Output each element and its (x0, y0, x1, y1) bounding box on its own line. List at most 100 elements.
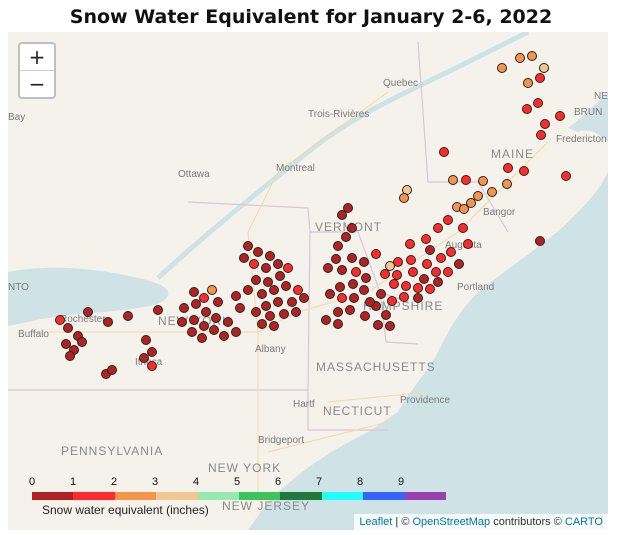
station-marker[interactable] (448, 175, 458, 185)
station-marker[interactable] (187, 327, 197, 337)
station-marker[interactable] (454, 259, 464, 269)
station-marker[interactable] (497, 63, 507, 73)
station-marker[interactable] (261, 301, 271, 311)
station-marker[interactable] (275, 271, 285, 281)
station-marker[interactable] (348, 279, 358, 289)
station-marker[interactable] (459, 204, 469, 214)
station-marker[interactable] (351, 267, 361, 277)
station-marker[interactable] (197, 333, 207, 343)
station-marker[interactable] (189, 315, 199, 325)
station-marker[interactable] (555, 111, 565, 121)
station-marker[interactable] (373, 320, 383, 330)
station-marker[interactable] (345, 305, 355, 315)
station-marker[interactable] (273, 259, 283, 269)
station-marker[interactable] (189, 287, 199, 297)
carto-link[interactable]: CARTO (564, 516, 603, 528)
station-marker[interactable] (371, 249, 381, 259)
station-marker[interactable] (123, 311, 133, 321)
station-marker[interactable] (273, 297, 283, 307)
station-marker[interactable] (393, 257, 403, 267)
station-marker[interactable] (347, 223, 357, 233)
station-marker[interactable] (331, 254, 341, 264)
station-marker[interactable] (55, 315, 65, 325)
station-marker[interactable] (381, 310, 391, 320)
station-marker[interactable] (360, 311, 370, 321)
station-marker[interactable] (207, 285, 217, 295)
station-marker[interactable] (147, 347, 157, 357)
station-marker[interactable] (337, 265, 347, 275)
station-marker[interactable] (487, 187, 497, 197)
station-marker[interactable] (243, 241, 253, 251)
station-marker[interactable] (458, 223, 468, 233)
station-marker[interactable] (333, 241, 343, 251)
station-marker[interactable] (540, 119, 550, 129)
station-marker[interactable] (299, 293, 309, 303)
station-marker[interactable] (261, 263, 271, 273)
station-marker[interactable] (235, 303, 245, 313)
station-marker[interactable] (265, 251, 275, 261)
station-marker[interactable] (535, 236, 545, 246)
station-marker[interactable] (425, 284, 435, 294)
station-marker[interactable] (293, 285, 303, 295)
station-marker[interactable] (376, 289, 386, 299)
station-marker[interactable] (392, 270, 402, 280)
station-marker[interactable] (139, 353, 149, 363)
station-marker[interactable] (257, 319, 267, 329)
station-marker[interactable] (503, 163, 513, 173)
station-marker[interactable] (191, 299, 201, 309)
station-marker[interactable] (406, 255, 416, 265)
station-marker[interactable] (478, 176, 488, 186)
station-marker[interactable] (253, 247, 263, 257)
station-marker[interactable] (347, 253, 357, 263)
station-marker[interactable] (515, 53, 525, 63)
station-marker[interactable] (65, 351, 75, 361)
station-marker[interactable] (413, 293, 423, 303)
station-marker[interactable] (269, 285, 279, 295)
station-marker[interactable] (251, 307, 261, 317)
station-marker[interactable] (422, 259, 432, 269)
station-marker[interactable] (413, 283, 423, 293)
station-marker[interactable] (147, 361, 157, 371)
station-marker[interactable] (211, 313, 221, 323)
station-marker[interactable] (433, 277, 443, 287)
osm-link[interactable]: OpenStreetMap (412, 516, 491, 528)
station-marker[interactable] (243, 285, 253, 295)
station-marker[interactable] (539, 63, 549, 73)
station-marker[interactable] (335, 282, 345, 292)
station-marker[interactable] (436, 253, 446, 263)
station-marker[interactable] (77, 337, 87, 347)
station-marker[interactable] (522, 104, 532, 114)
station-marker[interactable] (408, 267, 418, 277)
station-marker[interactable] (461, 175, 471, 185)
station-marker[interactable] (283, 263, 293, 273)
station-marker[interactable] (337, 210, 347, 220)
station-marker[interactable] (380, 269, 390, 279)
station-marker[interactable] (239, 253, 249, 263)
station-marker[interactable] (333, 307, 343, 317)
station-marker[interactable] (209, 325, 219, 335)
station-marker[interactable] (535, 73, 545, 83)
station-marker[interactable] (349, 293, 359, 303)
station-marker[interactable] (325, 289, 335, 299)
station-marker[interactable] (103, 317, 113, 327)
station-marker[interactable] (263, 277, 273, 287)
station-marker[interactable] (219, 331, 229, 341)
leaflet-link[interactable]: Leaflet (359, 516, 393, 528)
station-marker[interactable] (359, 257, 369, 267)
station-marker[interactable] (343, 203, 353, 213)
station-marker[interactable] (323, 263, 333, 273)
station-marker[interactable] (466, 198, 476, 208)
station-marker[interactable] (231, 327, 241, 337)
station-marker[interactable] (201, 307, 211, 317)
map-canvas[interactable]: Quebec Trois-Rivières Ottawa Montreal Bay Fre… (8, 32, 608, 530)
station-marker[interactable] (463, 239, 473, 249)
station-marker[interactable] (446, 247, 456, 257)
station-marker[interactable] (405, 239, 415, 249)
station-marker[interactable] (61, 339, 71, 349)
station-marker[interactable] (443, 267, 453, 277)
station-marker[interactable] (389, 279, 399, 289)
station-marker[interactable] (401, 281, 411, 291)
station-marker[interactable] (519, 166, 529, 176)
station-marker[interactable] (249, 259, 259, 269)
station-marker[interactable] (333, 319, 343, 329)
